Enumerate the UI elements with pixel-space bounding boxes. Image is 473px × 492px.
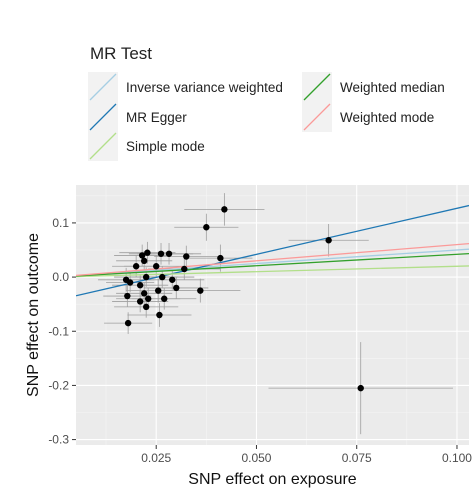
regression-line-mr-egger — [76, 204, 469, 297]
data-point-6 — [136, 298, 144, 305]
data-point-18 — [159, 273, 166, 281]
x-tick-label: 0.075 — [342, 451, 372, 465]
data-point-1 — [124, 292, 131, 300]
legend-key-mr-egger — [88, 102, 118, 132]
legend-label-ivw: Inverse variance weighted — [126, 80, 283, 95]
data-point-28 — [221, 206, 228, 213]
legend-line-weighted-mode — [303, 103, 331, 131]
data-point-20 — [165, 250, 173, 257]
legend-label-simple-mode: Simple mode — [126, 139, 205, 154]
legend-key-simple-mode — [88, 131, 118, 161]
data-point-5 — [136, 282, 144, 289]
legend-title: MR Test — [90, 44, 153, 63]
data-point-29 — [325, 237, 332, 244]
legend-key-weighted-median — [302, 72, 332, 102]
data-point-21 — [169, 276, 176, 283]
data-point-4 — [132, 263, 140, 270]
data-point-7 — [138, 252, 146, 259]
data-point-25 — [197, 287, 204, 294]
legend-label-mr-egger: MR Egger — [126, 110, 187, 125]
data-point-27 — [217, 254, 224, 262]
legend-line-weighted-median — [303, 73, 331, 101]
data-point-30 — [357, 384, 364, 392]
legend-line-simple-mode — [89, 132, 117, 160]
data-point-14 — [153, 263, 160, 270]
x-tick-label: 0.100 — [442, 451, 472, 465]
data-point-15 — [155, 287, 162, 294]
data-point-16 — [156, 311, 163, 319]
data-point-19 — [161, 295, 168, 302]
y-tick-label: 0.0 — [52, 270, 69, 284]
data-point-8 — [140, 290, 148, 297]
legend-line-mr-egger — [89, 103, 117, 131]
y-tick-label: -0.1 — [48, 324, 69, 338]
y-tick-label: 0.1 — [52, 216, 69, 230]
y-tick-label: -0.2 — [48, 378, 69, 392]
data-point-23 — [181, 265, 188, 273]
x-axis-title: SNP effect on exposure — [188, 471, 357, 488]
data-point-22 — [173, 284, 180, 292]
regression-line-weighted-mode — [76, 242, 469, 277]
regression-line-weighted-median — [76, 253, 469, 277]
regression-line-simple-mode — [76, 265, 469, 278]
legend-key-weighted-mode — [302, 102, 332, 132]
x-tick-label: 0.025 — [141, 451, 171, 465]
data-point-11 — [142, 273, 150, 281]
data-point-2 — [124, 319, 132, 327]
data-point-13 — [144, 295, 152, 302]
legend-line-ivw — [89, 73, 117, 101]
data-point-10 — [142, 303, 150, 311]
data-point-24 — [183, 253, 190, 260]
data-point-17 — [157, 250, 165, 257]
regression-line-inverse-variance-weighted — [76, 248, 469, 277]
data-point-26 — [203, 224, 210, 231]
legend-key-ivw — [88, 72, 118, 102]
data-point-3 — [126, 279, 134, 286]
y-tick-label: -0.3 — [48, 433, 69, 447]
legend-label-weighted-median: Weighted median — [340, 80, 445, 95]
y-axis-title: SNP effect on outcome — [25, 233, 42, 397]
x-tick-label: 0.050 — [241, 451, 271, 465]
data-point-12 — [144, 249, 151, 256]
data-point-9 — [140, 257, 148, 265]
legend-label-weighted-mode: Weighted mode — [340, 110, 435, 125]
